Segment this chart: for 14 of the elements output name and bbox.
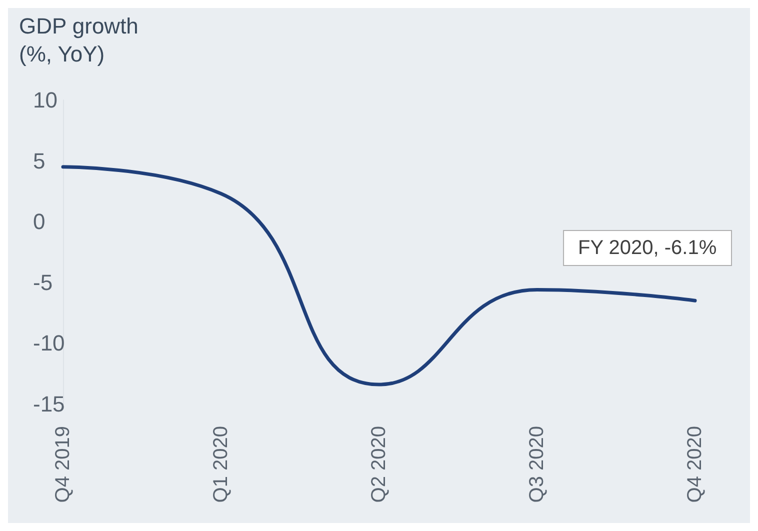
y-tick-label: -5 — [33, 270, 53, 295]
x-tick-label: Q1 2020 — [210, 426, 232, 503]
y-tick-label: -15 — [33, 392, 65, 416]
y-tick-label: -10 — [33, 330, 65, 356]
y-tick-label: 0 — [33, 209, 46, 234]
x-tick-label: Q4 2020 — [684, 426, 706, 503]
x-tick-label: Q4 2019 — [52, 426, 74, 503]
chart-title: GDP growth — [19, 14, 138, 38]
y-tick-label: 10 — [33, 88, 58, 112]
chart-subtitle: (%, YoY) — [19, 42, 105, 66]
x-tick-label: Q2 2020 — [368, 426, 390, 503]
annotation: FY 2020, -6.1% — [578, 237, 717, 259]
x-tick-label: Q3 2020 — [526, 426, 548, 503]
y-tick-label: 5 — [33, 148, 46, 174]
